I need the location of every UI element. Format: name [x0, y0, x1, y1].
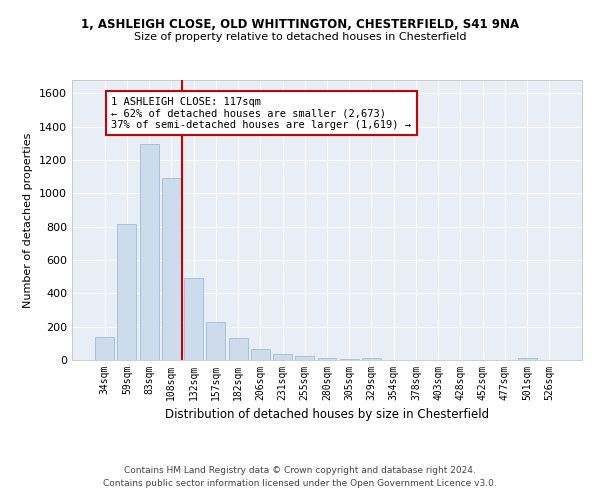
Bar	[362, 358, 381, 360]
Text: Contains HM Land Registry data © Crown copyright and database right 2024.
Contai: Contains HM Land Registry data © Crown c…	[103, 466, 497, 487]
Y-axis label: Number of detached properties: Number of detached properties	[23, 132, 34, 308]
Bar	[184, 278, 203, 360]
Text: 1, ASHLEIGH CLOSE, OLD WHITTINGTON, CHESTERFIELD, S41 9NA: 1, ASHLEIGH CLOSE, OLD WHITTINGTON, CHES…	[81, 18, 519, 30]
Bar	[273, 354, 292, 360]
Bar	[251, 349, 270, 360]
Text: 1 ASHLEIGH CLOSE: 117sqm
← 62% of detached houses are smaller (2,673)
37% of sem: 1 ASHLEIGH CLOSE: 117sqm ← 62% of detach…	[112, 96, 412, 130]
Bar	[206, 322, 225, 360]
Bar	[162, 178, 181, 360]
Bar	[518, 358, 536, 360]
Bar	[340, 359, 359, 360]
Text: Size of property relative to detached houses in Chesterfield: Size of property relative to detached ho…	[134, 32, 466, 42]
Bar	[295, 356, 314, 360]
X-axis label: Distribution of detached houses by size in Chesterfield: Distribution of detached houses by size …	[165, 408, 489, 422]
Bar	[140, 144, 158, 360]
Bar	[95, 336, 114, 360]
Bar	[229, 338, 248, 360]
Bar	[118, 224, 136, 360]
Bar	[317, 358, 337, 360]
